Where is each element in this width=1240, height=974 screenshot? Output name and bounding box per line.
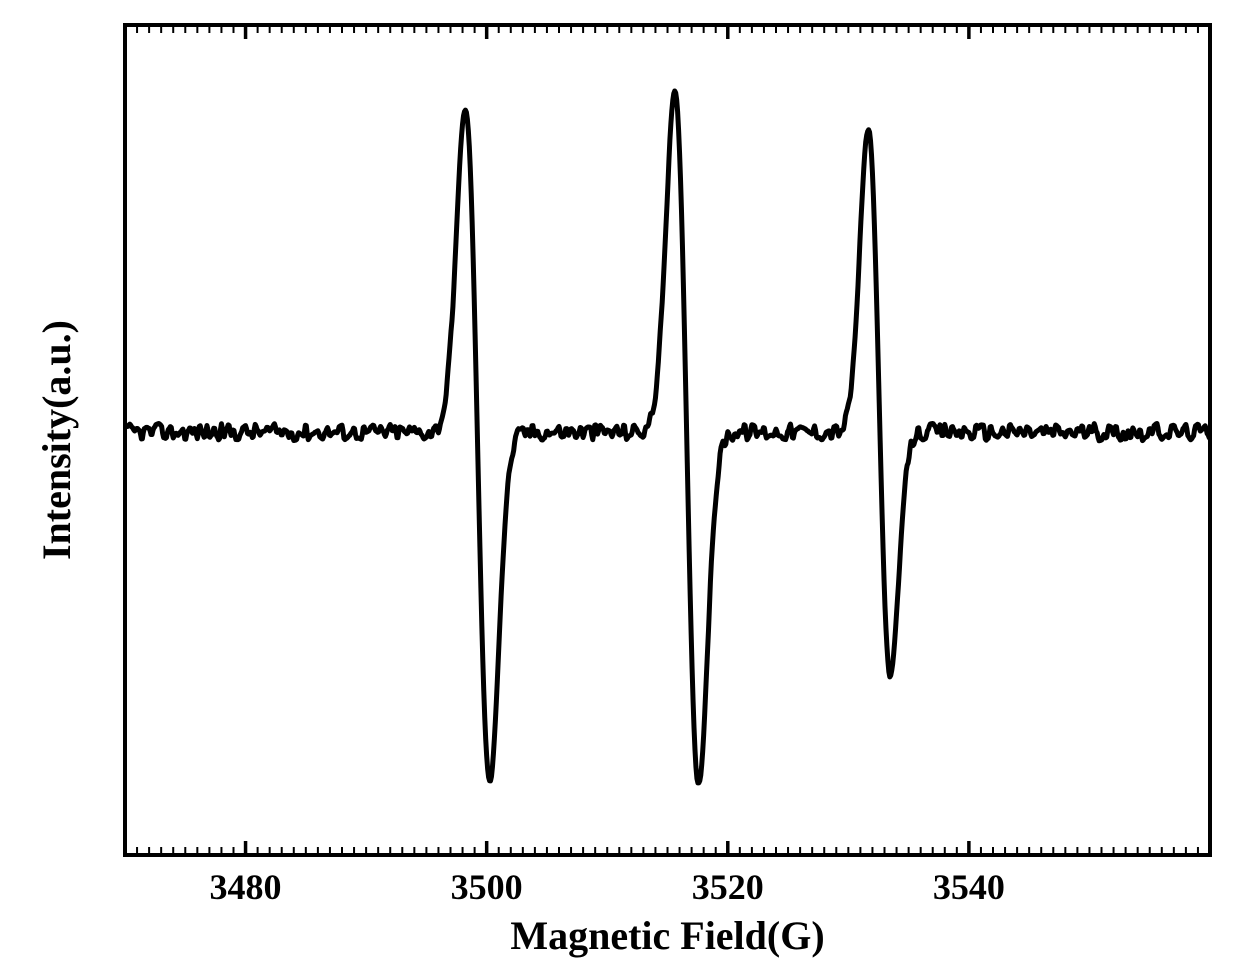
x-tick-label: 3520 <box>692 867 764 907</box>
x-tick-label: 3480 <box>210 867 282 907</box>
x-tick-label: 3540 <box>933 867 1005 907</box>
epr-spectrum-figure: 3480 3500 3520 3540 Magnetic Field(G) Intensi… <box>0 0 1240 974</box>
spectrum-svg: 3480 3500 3520 3540 Magnetic Field(G) Intensi… <box>0 0 1240 974</box>
y-axis-label: Intensity(a.u.) <box>34 320 79 560</box>
x-tick-label: 3500 <box>451 867 523 907</box>
x-axis-label: Magnetic Field(G) <box>510 913 824 958</box>
